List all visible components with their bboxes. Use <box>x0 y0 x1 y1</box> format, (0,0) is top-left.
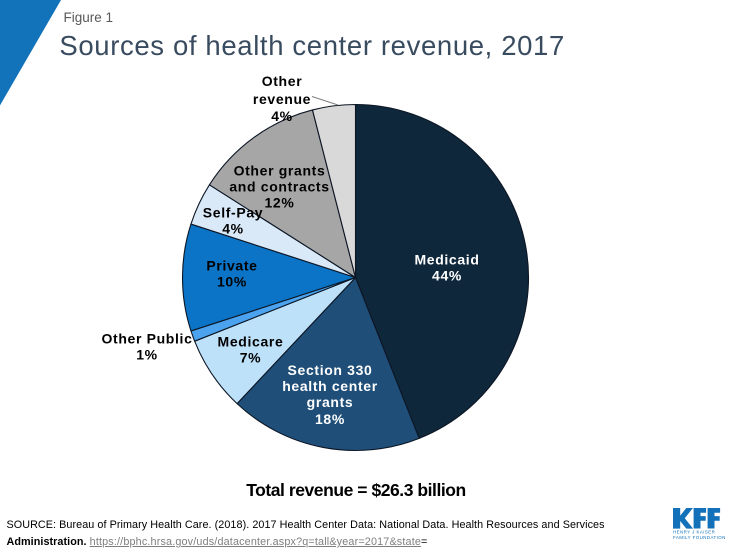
svg-text:HENRY J KAISER: HENRY J KAISER <box>673 530 715 535</box>
svg-text:FAMILY FOUNDATION: FAMILY FOUNDATION <box>673 535 725 540</box>
